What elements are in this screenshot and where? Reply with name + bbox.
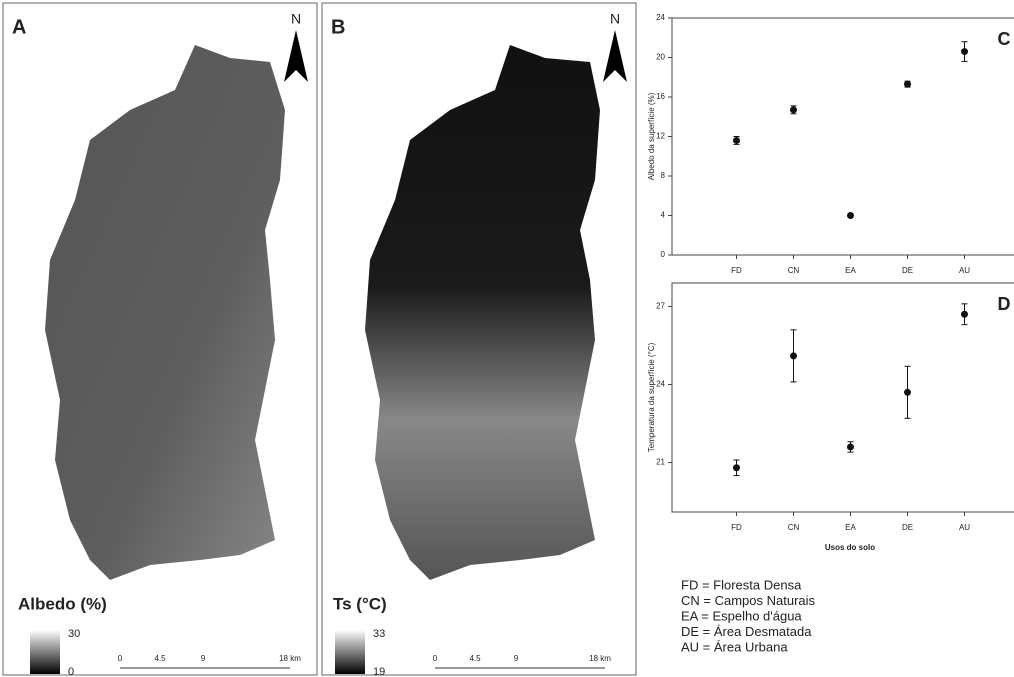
panel-label: B [331, 16, 345, 38]
albedo-map [45, 45, 285, 580]
legend-max: 30 [68, 628, 80, 640]
legend-entry: AU = Área Urbana [681, 639, 788, 654]
legend-entry: EA = Espelho d'água [681, 608, 802, 623]
map-a: A N Albedo (%) 30 0 0 4.5 9 18 km [3, 3, 317, 677]
legend-min: 0 [68, 666, 74, 677]
scale-label: 0 [118, 654, 123, 663]
y-tick-label: 12 [656, 132, 665, 141]
north-arrow [603, 30, 627, 82]
x-tick-label: AU [959, 523, 970, 532]
x-tick-label: FD [731, 523, 742, 532]
x-tick-label: DE [902, 523, 913, 532]
legend-min: 19 [373, 666, 385, 677]
north-label: N [291, 11, 301, 27]
y-axis-label: Albedo da superfície (%) [647, 92, 656, 180]
x-tick-label: AU [959, 266, 970, 275]
y-tick-label: 24 [656, 380, 665, 389]
legend-entry: FD = Floresta Densa [681, 577, 802, 592]
legend-entry: CN = Campos Naturais [681, 593, 816, 608]
legend-title: Ts (°C) [333, 594, 387, 613]
scale-label: 18 km [589, 654, 611, 663]
y-tick-label: 20 [656, 53, 665, 62]
point [904, 81, 911, 88]
y-tick-label: 8 [661, 171, 666, 180]
point [790, 352, 797, 359]
x-tick-label: EA [845, 523, 856, 532]
point [904, 389, 911, 396]
panel-label: D [998, 294, 1011, 314]
y-tick-label: 24 [656, 13, 665, 22]
y-tick-label: 16 [656, 92, 665, 101]
colorbar [30, 630, 60, 674]
point [733, 464, 740, 471]
point [847, 212, 854, 219]
point [733, 137, 740, 144]
legend-title: Albedo (%) [18, 594, 107, 613]
temperature-map [365, 45, 600, 580]
x-tick-label: CN [788, 266, 800, 275]
scale-label: 9 [514, 654, 519, 663]
point [961, 48, 968, 55]
panel-label: A [12, 16, 26, 38]
y-tick-label: 0 [661, 250, 666, 259]
scale-label: 0 [433, 654, 438, 663]
x-tick-label: FD [731, 266, 742, 275]
legend-entry: DE = Área Desmatada [681, 624, 812, 639]
y-tick-label: 27 [656, 302, 665, 311]
x-tick-label: EA [845, 266, 856, 275]
map-b: B N Ts (°C) 33 19 0 4.5 9 18 km [322, 3, 636, 677]
scale-label: 4.5 [154, 654, 166, 663]
y-tick-label: 21 [656, 458, 665, 467]
x-tick-label: DE [902, 266, 913, 275]
scale-label: 4.5 [469, 654, 481, 663]
plot-frame [672, 283, 1014, 512]
point [847, 443, 854, 450]
colorbar [335, 630, 365, 674]
scale-label: 18 km [279, 654, 301, 663]
y-axis-label: Temperatura da superfície (°C) [647, 342, 656, 452]
scale-label: 9 [201, 654, 206, 663]
y-tick-label: 4 [661, 211, 666, 220]
north-arrow [284, 30, 308, 82]
legend-max: 33 [373, 628, 385, 640]
x-tick-label: CN [788, 523, 800, 532]
figure: A N Albedo (%) 30 0 0 4.5 9 18 km B N Ts… [0, 0, 1014, 677]
x-axis-label: Usos do solo [825, 543, 875, 552]
point [961, 311, 968, 318]
charts: C 0 4 8 12 16 20 24 Albedo da superfície (%) FD CN… [647, 13, 1014, 552]
point [790, 106, 797, 113]
north-label: N [610, 11, 620, 27]
panel-label: C [998, 29, 1011, 49]
